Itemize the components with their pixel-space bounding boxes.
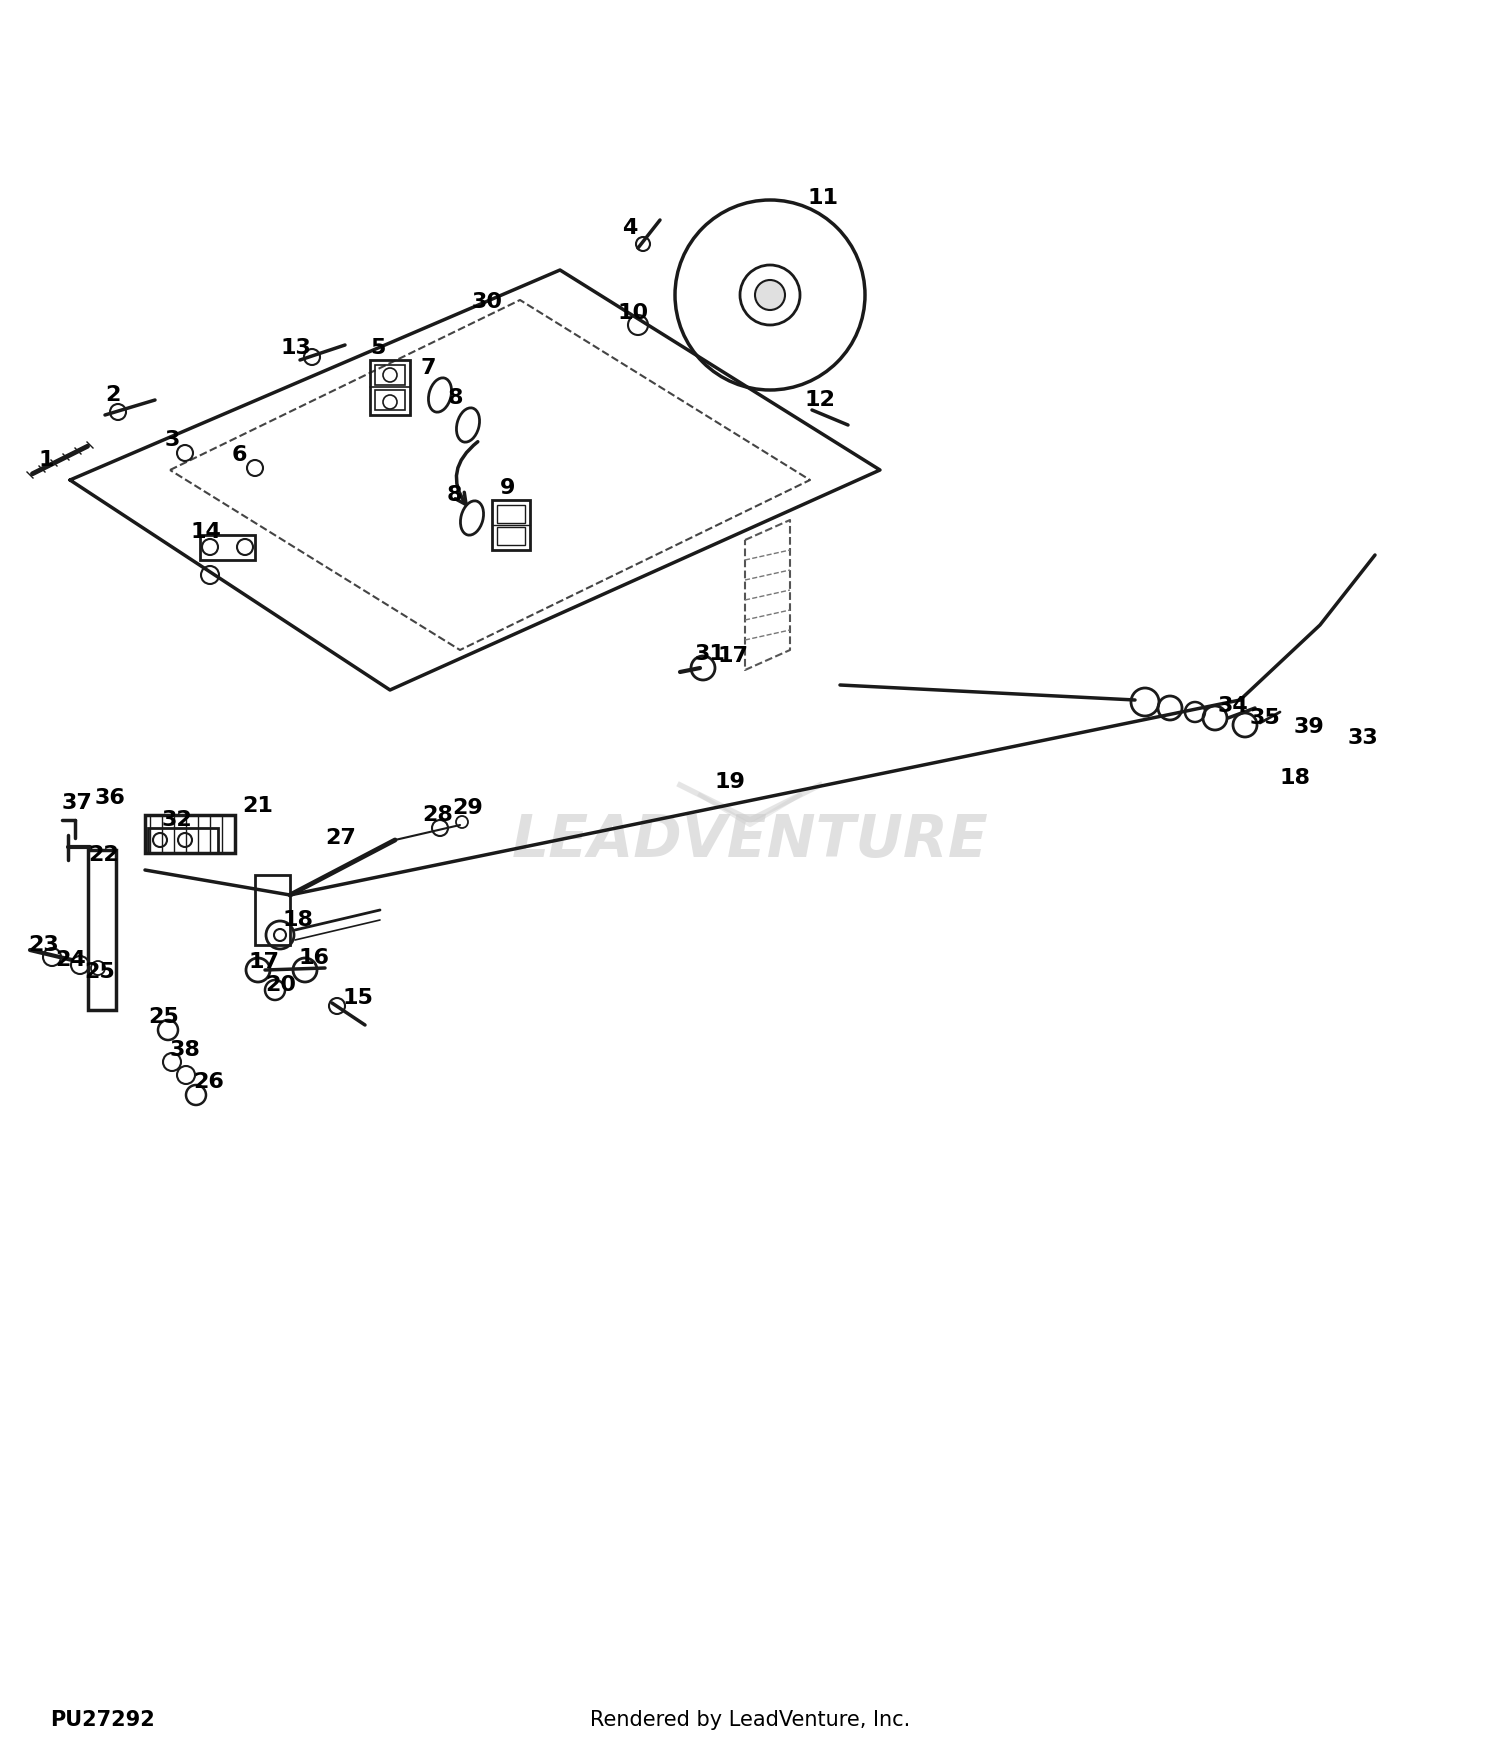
Bar bbox=[370, 360, 410, 415]
Text: 15: 15 bbox=[342, 989, 374, 1008]
Text: 18: 18 bbox=[282, 910, 314, 929]
Text: 8: 8 bbox=[447, 485, 462, 506]
Bar bbox=[146, 816, 236, 852]
Text: 20: 20 bbox=[266, 975, 296, 996]
Text: 25: 25 bbox=[148, 1006, 178, 1027]
Text: 32: 32 bbox=[162, 810, 194, 829]
Text: 34: 34 bbox=[1218, 696, 1248, 716]
Bar bbox=[88, 850, 116, 1010]
Text: 9: 9 bbox=[500, 478, 516, 499]
Text: PU27292: PU27292 bbox=[50, 1710, 154, 1731]
Bar bbox=[492, 500, 530, 550]
Text: 23: 23 bbox=[28, 934, 58, 956]
Bar bbox=[375, 390, 405, 410]
Text: 13: 13 bbox=[280, 338, 310, 359]
Bar bbox=[496, 506, 525, 523]
Text: 35: 35 bbox=[1250, 709, 1281, 728]
Text: 21: 21 bbox=[242, 796, 273, 816]
Text: 31: 31 bbox=[694, 644, 726, 663]
Text: 22: 22 bbox=[88, 845, 118, 864]
Text: 16: 16 bbox=[298, 949, 328, 968]
Text: 5: 5 bbox=[370, 338, 386, 359]
Text: 14: 14 bbox=[190, 522, 220, 542]
Text: 7: 7 bbox=[420, 359, 435, 378]
Text: 39: 39 bbox=[1294, 718, 1324, 737]
Text: 26: 26 bbox=[194, 1073, 224, 1092]
Text: 25: 25 bbox=[84, 963, 116, 982]
Text: 28: 28 bbox=[422, 805, 453, 824]
Text: 33: 33 bbox=[1348, 728, 1378, 747]
Text: 37: 37 bbox=[62, 793, 93, 814]
Bar bbox=[148, 828, 217, 852]
Text: 6: 6 bbox=[232, 444, 248, 466]
Text: 38: 38 bbox=[170, 1040, 201, 1060]
Text: 2: 2 bbox=[105, 385, 120, 404]
Text: 10: 10 bbox=[618, 303, 650, 324]
Text: 19: 19 bbox=[716, 772, 746, 793]
Text: 27: 27 bbox=[326, 828, 356, 849]
Text: 29: 29 bbox=[452, 798, 483, 817]
Text: 18: 18 bbox=[1280, 768, 1311, 788]
Text: Rendered by LeadVenture, Inc.: Rendered by LeadVenture, Inc. bbox=[590, 1710, 910, 1731]
Circle shape bbox=[754, 280, 784, 310]
Text: 17: 17 bbox=[248, 952, 279, 971]
Text: 3: 3 bbox=[165, 430, 180, 450]
Text: LEADVENTURE: LEADVENTURE bbox=[512, 812, 988, 868]
Text: 12: 12 bbox=[806, 390, 836, 410]
Text: 30: 30 bbox=[472, 292, 502, 311]
Bar bbox=[496, 527, 525, 544]
Text: 8: 8 bbox=[448, 388, 464, 408]
Bar bbox=[200, 536, 255, 560]
Text: 17: 17 bbox=[718, 646, 748, 667]
Bar bbox=[255, 875, 290, 945]
Bar bbox=[375, 366, 405, 385]
Text: 1: 1 bbox=[38, 450, 54, 471]
Text: 4: 4 bbox=[622, 219, 638, 238]
Text: 36: 36 bbox=[94, 788, 126, 808]
Text: 24: 24 bbox=[56, 950, 86, 970]
Text: 11: 11 bbox=[808, 187, 838, 208]
